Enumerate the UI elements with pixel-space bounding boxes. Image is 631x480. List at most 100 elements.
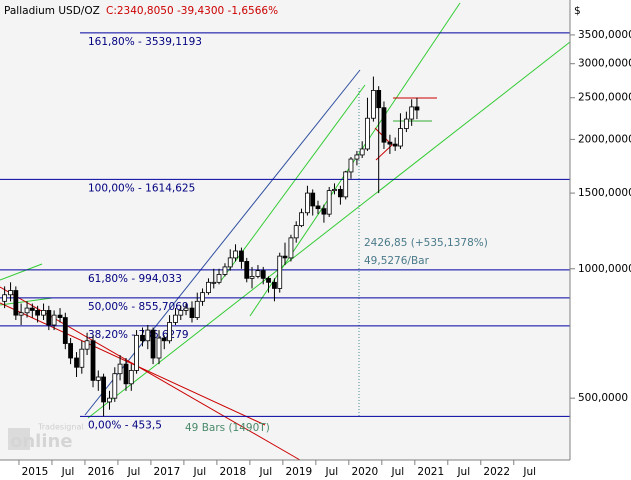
candle-body <box>249 275 255 279</box>
candle-body <box>338 188 343 198</box>
candle-body <box>414 106 420 111</box>
x-tick-label: Jul <box>325 466 339 478</box>
candle-body <box>282 255 288 259</box>
candle-body <box>194 300 200 318</box>
candle-body <box>343 171 349 198</box>
candle-body <box>255 270 261 277</box>
x-tick-label: Jul <box>61 466 75 478</box>
candle-body <box>18 312 24 316</box>
candle-body <box>321 208 327 215</box>
candle-body <box>189 307 195 318</box>
fib-label: 161,80% - 3539,1193 <box>88 36 202 48</box>
candle-body <box>134 334 139 371</box>
x-tick-label: 2017 <box>154 466 181 478</box>
y-tick-label: 1500,0000 <box>578 187 631 199</box>
candle-body <box>206 281 211 294</box>
candle-body <box>371 90 376 119</box>
trend-line <box>87 41 571 419</box>
y-tick-label: 2000,0000 <box>578 133 631 145</box>
y-tick-label: 3500,0000 <box>578 29 631 41</box>
fib-label: 0,00% - 453,5 <box>88 419 162 431</box>
candle-body <box>24 307 30 314</box>
candle-body <box>150 329 156 359</box>
candle-body <box>101 376 106 403</box>
trend-line <box>0 263 43 281</box>
chart-title: Palladium USD/OZ <box>4 5 100 17</box>
candle-body <box>35 310 41 316</box>
candle-body <box>2 294 8 302</box>
annotation: 2426,85 (+535,1378%) <box>364 237 488 249</box>
chart-subtitle: C:2340,8050 -39,4300 -1,6566% <box>106 5 278 17</box>
candle-body <box>222 266 228 275</box>
triangle <box>374 127 393 161</box>
candle-body <box>359 148 365 156</box>
candle-body <box>51 314 57 326</box>
candle-body <box>233 250 238 259</box>
plot-area <box>0 0 570 460</box>
candle-body <box>365 117 370 150</box>
x-tick-label: 2016 <box>88 466 115 478</box>
candle-body <box>392 143 398 147</box>
y-axis-unit: $ <box>574 5 581 17</box>
logo-box <box>8 428 30 450</box>
x-tick-label: Jul <box>456 466 470 478</box>
candle-body <box>13 290 19 316</box>
candle-body <box>409 106 415 120</box>
x-tick-label: 2019 <box>285 466 312 478</box>
candle-body <box>123 363 129 385</box>
candle-body <box>216 274 222 283</box>
candle-body <box>305 192 310 214</box>
x-tick-label: 2015 <box>22 466 49 478</box>
candle-body <box>145 329 151 342</box>
candle-body <box>156 337 162 359</box>
candle-body <box>260 270 266 279</box>
candle-body <box>211 281 217 284</box>
candle-body <box>272 281 277 289</box>
candle-body <box>310 192 316 207</box>
x-tick-label: 2021 <box>417 466 444 478</box>
candle-body <box>178 310 184 316</box>
candle-body <box>117 363 123 375</box>
candle-body <box>277 255 283 289</box>
candle-body <box>299 212 304 227</box>
candle-body <box>41 310 46 316</box>
y-tick-label: 500,0000 <box>578 392 628 404</box>
candle-body <box>84 340 90 350</box>
candle-body <box>79 348 85 368</box>
x-tick-label: Jul <box>127 466 141 478</box>
candle-body <box>68 343 73 359</box>
candle-body <box>200 292 205 302</box>
candle-body <box>167 322 172 342</box>
candle-body <box>74 357 79 368</box>
candle-body <box>387 141 393 145</box>
candle-body <box>8 290 13 296</box>
fib-label: 100,00% - 1614,625 <box>88 182 195 194</box>
x-tick-label: 2022 <box>483 466 510 478</box>
x-tick-label: Jul <box>193 466 207 478</box>
annotation: 49 Bars (1490T) <box>185 422 270 434</box>
x-tick-label: Jul <box>259 466 273 478</box>
candle-body <box>244 261 250 279</box>
x-tick-label: Jul <box>390 466 404 478</box>
candle-body <box>376 90 382 109</box>
candle-body <box>315 205 321 210</box>
annotation: 49,5276/Bar <box>364 255 430 267</box>
candle-body <box>288 237 294 259</box>
candle-body <box>326 190 332 215</box>
fib-label: 61,80% - 994,033 <box>88 273 182 285</box>
x-tick-label: 2020 <box>351 466 378 478</box>
fib-label: 50,00% - 855,7069 <box>88 301 189 313</box>
x-tick-label: Jul <box>522 466 536 478</box>
y-tick-label: 2500,0000 <box>578 92 631 104</box>
candle-body <box>183 307 189 311</box>
candle-body <box>161 337 167 342</box>
candle-body <box>62 317 68 344</box>
x-tick-label: 2018 <box>220 466 247 478</box>
candle-body <box>95 376 101 381</box>
candle-body <box>46 310 52 326</box>
trend-line <box>219 84 366 283</box>
candle-body <box>57 314 63 318</box>
candle-body <box>112 373 118 399</box>
candle-body <box>398 128 403 147</box>
